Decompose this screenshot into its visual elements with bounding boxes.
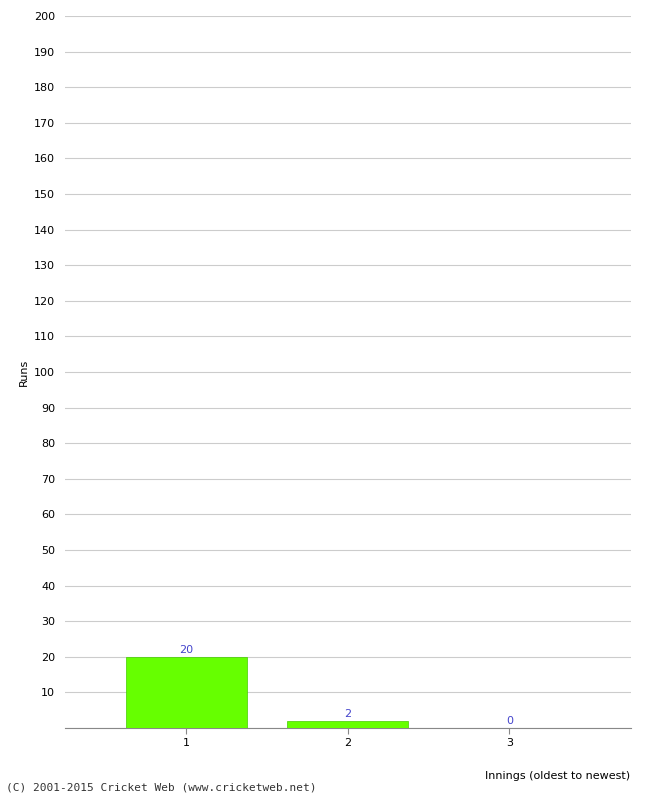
Text: (C) 2001-2015 Cricket Web (www.cricketweb.net): (C) 2001-2015 Cricket Web (www.cricketwe… <box>6 782 317 792</box>
Text: 0: 0 <box>506 716 513 726</box>
Text: 2: 2 <box>344 709 351 719</box>
Bar <box>287 721 408 728</box>
Bar <box>125 657 247 728</box>
Y-axis label: Runs: Runs <box>19 358 29 386</box>
Text: 20: 20 <box>179 645 193 655</box>
Text: Innings (oldest to newest): Innings (oldest to newest) <box>486 770 630 781</box>
